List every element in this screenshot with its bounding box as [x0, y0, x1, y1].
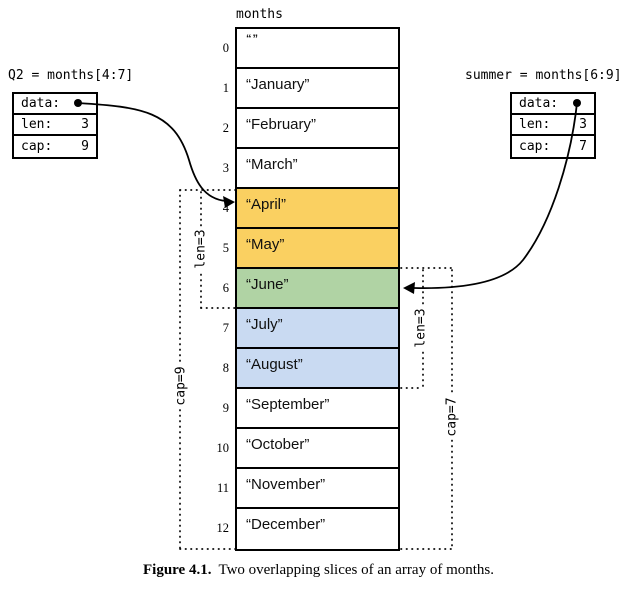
q2-len-label: len=3: [192, 226, 210, 272]
array-cell: 9 “September”: [223, 389, 398, 429]
cell-index-label: 3: [222, 161, 229, 175]
array-cell: 11 “November”: [217, 469, 398, 509]
cell-index-label: 5: [222, 241, 229, 255]
array-cell: 4 “April”: [223, 189, 398, 229]
array-cell: 7 “July”: [223, 309, 398, 349]
cell-index-label: 1: [222, 81, 229, 95]
slice-summer-row-cap: cap: 7: [512, 136, 594, 157]
cell-index-label: 2: [222, 121, 229, 135]
array-cell: 2 “February”: [223, 109, 398, 149]
field-label-cap: cap:: [21, 139, 53, 154]
field-label-len: len:: [21, 117, 53, 132]
cell-value: “December”: [246, 516, 326, 533]
cell-index-label: 6: [222, 281, 229, 295]
cell-index-label: 10: [216, 441, 230, 455]
slice-q2-row-len: len: 3: [14, 115, 96, 136]
caption-text: Two overlapping slices of an array of mo…: [218, 562, 494, 578]
cell-value: “May”: [246, 236, 285, 253]
slice-summer-row-data: data:: [512, 94, 594, 115]
q2-cap-label: cap=9: [172, 363, 190, 409]
cell-index-label: 4: [222, 201, 229, 215]
array-cell: 5 “May”: [223, 229, 398, 269]
slice-q2-row-cap: cap: 9: [14, 136, 96, 157]
caption-number: Figure 4.1.: [142, 562, 212, 578]
array-cell: 6 “June”: [223, 269, 398, 309]
field-label-cap: cap:: [519, 139, 551, 154]
cell-value: “February”: [246, 116, 317, 133]
summer-cap-label: cap=7: [443, 394, 461, 440]
figure-caption: Figure 4.1. Two overlapping slices of an …: [0, 562, 637, 579]
array-cell: 10 “October”: [217, 429, 398, 469]
summer-len-label: len=3: [412, 305, 430, 351]
array-cell: 12 “December”: [217, 509, 398, 549]
field-value-cap: 7: [579, 139, 587, 154]
cell-value: “October”: [246, 436, 310, 453]
cell-index-label: 0: [222, 41, 229, 55]
cell-index-label: 9: [222, 401, 229, 415]
summer-arrowhead-icon: [403, 282, 415, 294]
cell-index-label: 8: [222, 361, 229, 375]
field-label-data: data:: [519, 96, 559, 111]
cell-value: “November”: [246, 476, 326, 493]
field-label-len: len:: [519, 117, 551, 132]
field-value-len: 3: [579, 117, 587, 132]
slice-summer-title: summer = months[6:9]: [465, 68, 622, 83]
array-title: months: [236, 7, 283, 22]
cell-value: “June”: [246, 276, 289, 293]
cell-index-label: 7: [222, 321, 229, 335]
slice-q2-box: data: len: 3 cap: 9: [12, 92, 98, 159]
cell-value: “January”: [246, 76, 310, 93]
array-cell: 0 “”: [223, 29, 398, 69]
cell-value: “”: [246, 33, 259, 45]
array-cell: 8 “August”: [223, 349, 398, 389]
slice-summer-box: data: len: 3 cap: 7: [510, 92, 596, 159]
slice-q2-title: Q2 = months[4:7]: [8, 68, 134, 83]
slice-q2-row-data: data:: [14, 94, 96, 115]
field-value-cap: 9: [81, 139, 89, 154]
cell-value: “August”: [246, 356, 303, 373]
cell-value: “April”: [246, 196, 286, 213]
cell-index-label: 12: [216, 521, 230, 535]
months-array: 0 “” 1 “January” 2 “February” 3 “March” 4 “April”…: [217, 27, 400, 551]
field-value-len: 3: [81, 117, 89, 132]
array-cell: 3 “March”: [223, 149, 398, 189]
cell-value: “September”: [246, 396, 330, 413]
array-cell: 1 “January”: [223, 69, 398, 109]
cell-value: “July”: [246, 316, 283, 333]
cell-value: “March”: [246, 156, 298, 173]
cell-index-label: 11: [216, 481, 229, 495]
field-label-data: data:: [21, 96, 61, 111]
slice-summer-row-len: len: 3: [512, 115, 594, 136]
